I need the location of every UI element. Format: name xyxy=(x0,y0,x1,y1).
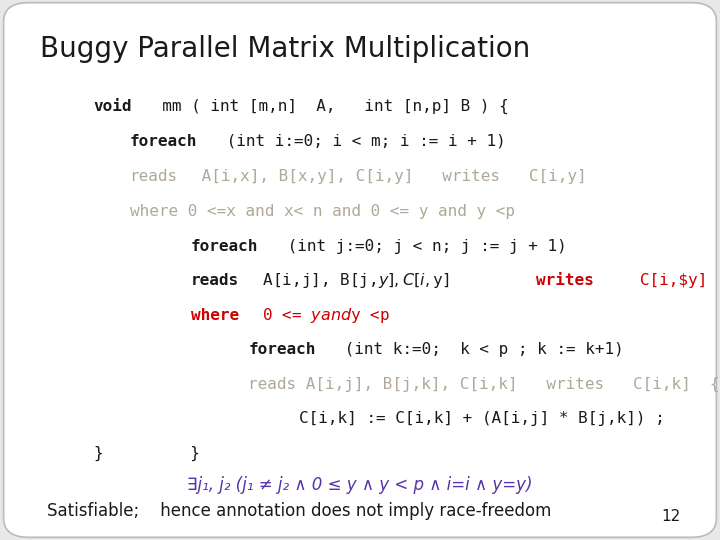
Text: reads: reads xyxy=(130,170,178,185)
Text: reads: reads xyxy=(191,273,239,288)
Text: 0 <= $y and $y <p: 0 <= $y and $y <p xyxy=(253,306,390,325)
Text: void: void xyxy=(94,99,132,114)
Text: reads A[i,j], B[j,k], C[i,k]   writes   C[i,k]  {: reads A[i,j], B[j,k], C[i,k] writes C[i,… xyxy=(248,377,720,392)
Text: writes: writes xyxy=(536,273,594,288)
Text: (int i:=0; i < m; i := i + 1): (int i:=0; i < m; i := i + 1) xyxy=(217,134,505,149)
Text: mm ( int [m,n]  A,   int [n,p] B ) {: mm ( int [m,n] A, int [n,p] B ) { xyxy=(143,99,509,114)
Text: 12: 12 xyxy=(661,509,680,524)
Text: where 0 <=x and x< n and 0 <= y and y <p: where 0 <=x and x< n and 0 <= y and y <p xyxy=(130,204,515,219)
Text: Buggy Parallel Matrix Multiplication: Buggy Parallel Matrix Multiplication xyxy=(40,35,530,63)
Text: (int k:=0;  k < p ; k := k+1): (int k:=0; k < p ; k := k+1) xyxy=(336,342,624,357)
Text: foreach: foreach xyxy=(191,239,258,254)
Text: Satisfiable;    hence annotation does not imply race-freedom: Satisfiable; hence annotation does not i… xyxy=(47,502,552,519)
FancyBboxPatch shape xyxy=(4,3,716,537)
Text: C[i,$y]: C[i,$y] xyxy=(611,273,707,288)
Text: A[i,j], B[j,$y], C[i,$y]: A[i,j], B[j,$y], C[i,$y] xyxy=(253,271,472,290)
Text: }         }: } } xyxy=(94,446,199,461)
Text: where: where xyxy=(191,308,239,323)
Text: A[i,x], B[x,y], C[i,y]   writes   C[i,y]: A[i,x], B[x,y], C[i,y] writes C[i,y] xyxy=(192,170,586,185)
Text: (int j:=0; j < n; j := j + 1): (int j:=0; j < n; j := j + 1) xyxy=(278,239,567,254)
Text: foreach: foreach xyxy=(130,134,197,149)
Text: ∃j₁, j₂ (j₁ ≠ j₂ ∧ 0 ≤ y ∧ y < p ∧ i=i ∧ y=y): ∃j₁, j₂ (j₁ ≠ j₂ ∧ 0 ≤ y ∧ y < p ∧ i=i ∧… xyxy=(187,476,533,494)
Text: foreach: foreach xyxy=(248,342,316,357)
Text: C[i,k] := C[i,k] + (A[i,j] * B[j,k]) ;: C[i,k] := C[i,k] + (A[i,j] * B[j,k]) ; xyxy=(299,411,665,427)
